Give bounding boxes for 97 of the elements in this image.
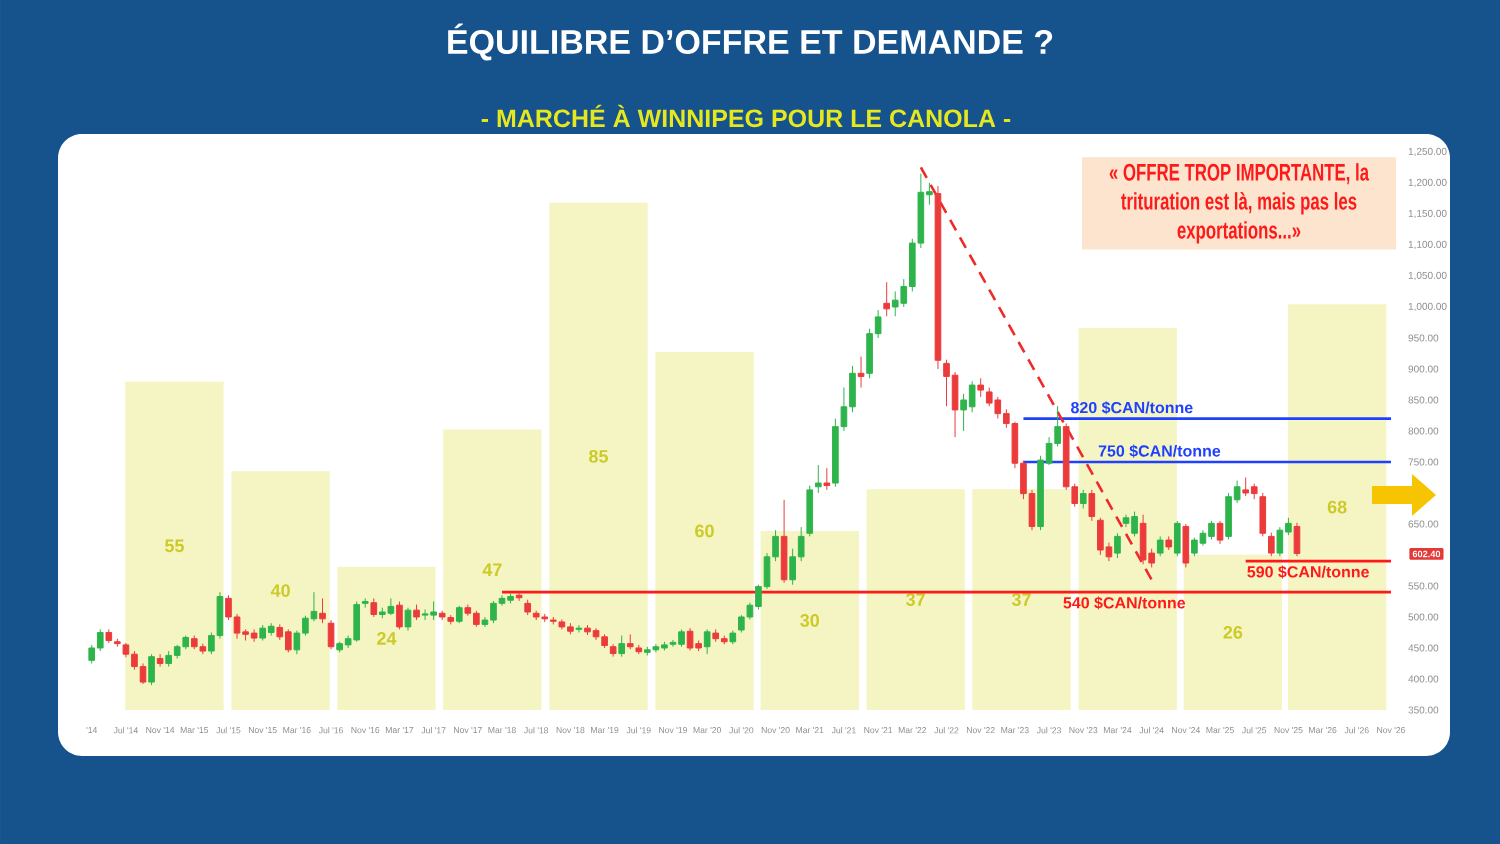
candlestick [883,281,890,317]
candlestick [712,628,720,643]
bar [655,351,754,710]
candlestick [541,613,549,623]
candlestick [1259,492,1267,537]
candlestick [507,592,514,604]
candlestick [319,597,326,624]
candlestick [387,597,395,616]
series-label: 590 $CAN/tonne [1247,565,1369,579]
candlestick [1122,514,1130,528]
bar [231,471,330,710]
candlestick [635,644,643,655]
candlestick [267,622,275,637]
candlestick [413,604,420,621]
data-label: 26 [1223,626,1243,639]
candlestick [857,356,865,389]
candlestick [1131,511,1138,537]
candlestick [361,597,369,609]
candlestick [447,614,455,625]
candlestick [250,628,258,643]
candlestick [156,653,164,668]
candlestick [934,185,942,370]
candlestick [686,627,694,651]
candlestick [1216,520,1224,545]
data-label: 60 [695,524,714,538]
candlestick [532,610,540,621]
bar [760,530,859,710]
candlestick [549,616,557,625]
series-label: 540 $CAN/tonne [1063,596,1186,610]
data-label: 30 [800,614,820,627]
candlestick [609,643,617,658]
candlestick [558,618,566,630]
candlestick [438,610,446,621]
candlestick [1156,535,1164,557]
candlestick [190,635,198,650]
candlestick [327,619,335,650]
candlestick [780,499,788,584]
candlestick [1276,526,1284,557]
candlestick [1139,514,1147,565]
candlestick [1242,476,1250,497]
bar [443,429,542,710]
candlestick [1097,517,1104,556]
candlestick [430,600,437,621]
candlestick [421,609,429,621]
candlestick [1268,532,1275,557]
bar [866,489,965,710]
candlestick [1114,532,1121,559]
candlestick [823,467,831,491]
data-label: 55 [165,539,184,553]
data-label: 68 [1327,500,1347,514]
candlestick [626,633,634,650]
candlestick [199,643,207,655]
candlestick [114,638,121,648]
candlestick [994,396,1002,420]
candlestick [1250,483,1258,500]
chart-subtitle: - MARCHÉ À WINNIPEG POUR LE CANOLA - [481,104,1011,128]
candlestick [1191,537,1198,557]
series-label: 750 $CAN/tonne [1098,444,1221,458]
candlestick [806,485,814,537]
candlestick [1173,520,1181,557]
candlestick [703,628,711,655]
candlestick [678,628,685,648]
series-label: 820 $CAN/tonne [1071,401,1193,415]
candlestick [370,597,378,618]
data-label: 85 [589,449,608,463]
candlestick [1079,489,1087,509]
candlestick [601,633,608,649]
candlestick [173,644,181,660]
chart-title: ÉQUILIBRE D’OFFRE ET DEMANDE ? [448,23,1053,61]
data-label: 40 [270,584,290,597]
candlestick [618,635,626,658]
bar [337,566,436,710]
candlestick [1182,523,1190,568]
data-label: 37 [1011,593,1031,606]
candlestick [1088,489,1096,522]
bar [549,202,648,710]
candlestick [353,600,361,643]
data-label: 24 [377,632,397,645]
candlestick [404,607,412,632]
candlestick [105,628,113,644]
bar [125,381,224,710]
candlestick [1165,535,1173,551]
candlestick [652,643,660,653]
candlestick [720,635,728,645]
candlestick [729,630,737,645]
candlestick [515,591,523,602]
candlestick [644,646,651,656]
candlestick [977,377,985,398]
data-label: 37 [906,593,925,606]
candlestick [814,464,822,494]
annotation: « OFFRE TROP IMPORTANTE, la trituration est là, mais pas les exportations...» [1109,163,1370,244]
candlestick [455,605,463,624]
candlestick [524,599,531,616]
candlestick [148,653,155,686]
candlestick [592,627,600,641]
candlestick [396,600,403,630]
data-label: 47 [482,563,502,576]
